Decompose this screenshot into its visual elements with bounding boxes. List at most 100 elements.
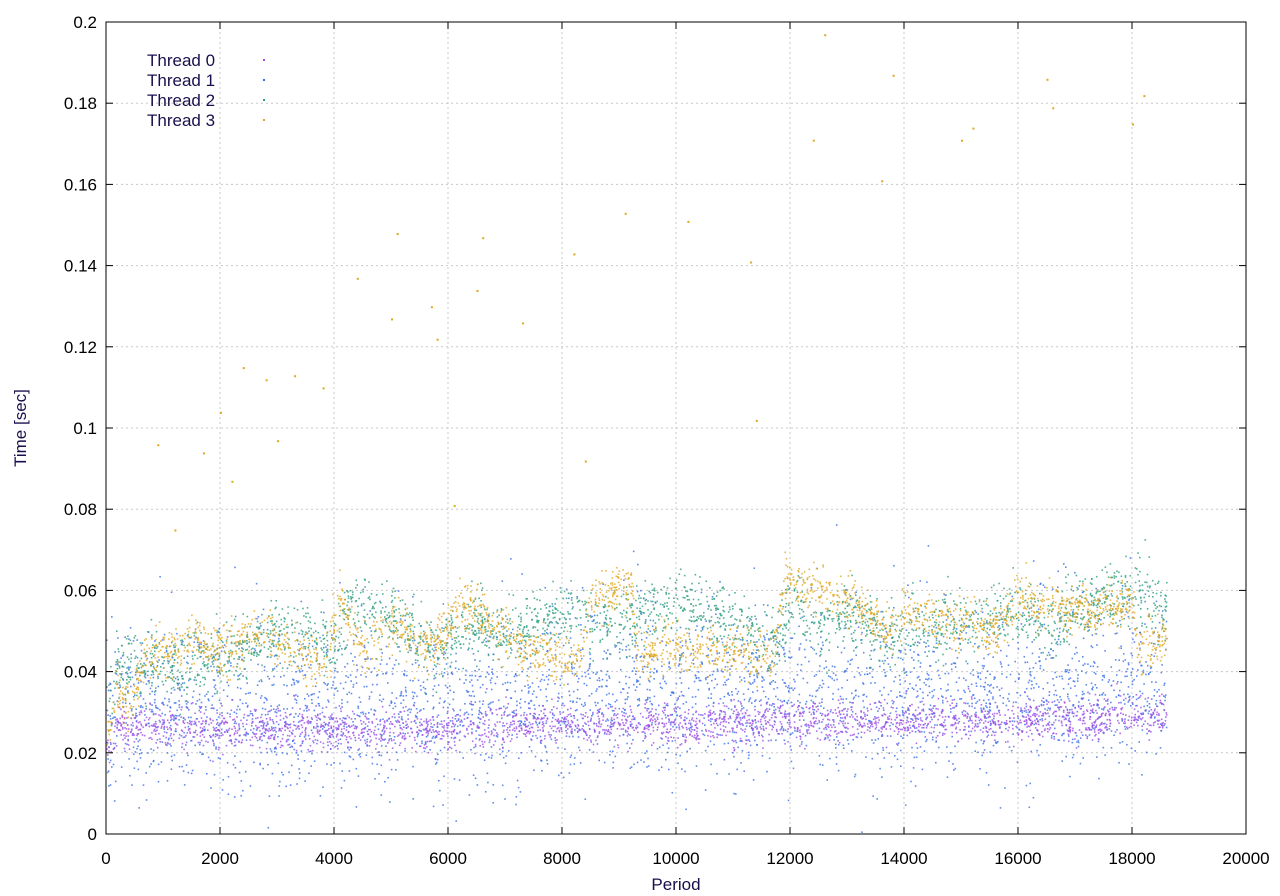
data-point xyxy=(117,660,119,663)
data-point xyxy=(776,651,779,654)
data-point xyxy=(362,615,365,618)
data-point xyxy=(528,634,530,636)
data-point xyxy=(585,723,587,725)
data-point xyxy=(867,624,870,627)
data-point xyxy=(1096,614,1098,617)
data-point xyxy=(851,574,853,577)
data-point xyxy=(159,575,161,578)
data-point xyxy=(840,651,843,654)
data-point xyxy=(716,683,718,686)
data-point xyxy=(711,596,714,598)
data-point xyxy=(987,710,989,713)
data-point xyxy=(989,628,991,631)
data-point xyxy=(843,708,845,711)
data-point xyxy=(946,776,949,778)
data-point xyxy=(413,692,416,694)
data-point xyxy=(949,752,952,754)
data-point xyxy=(487,653,490,656)
data-point xyxy=(654,622,657,624)
data-point xyxy=(412,697,414,700)
data-point xyxy=(481,619,484,621)
data-point xyxy=(293,716,295,718)
data-point xyxy=(559,678,562,681)
data-point xyxy=(1148,706,1151,709)
data-point xyxy=(722,702,725,704)
data-point xyxy=(1074,571,1076,574)
data-point xyxy=(701,616,704,619)
data-point xyxy=(540,760,543,762)
data-point xyxy=(766,633,768,635)
data-point xyxy=(794,680,796,683)
data-point xyxy=(341,770,344,772)
data-point xyxy=(152,676,155,679)
data-point xyxy=(496,616,499,618)
data-point xyxy=(653,695,656,698)
data-point xyxy=(518,624,520,626)
data-point xyxy=(1026,661,1029,663)
data-point xyxy=(422,686,425,689)
data-point xyxy=(621,649,624,651)
data-point xyxy=(1025,687,1028,690)
data-point xyxy=(1047,707,1050,709)
data-point xyxy=(588,749,591,751)
data-point xyxy=(1132,638,1134,641)
data-point xyxy=(723,622,726,625)
data-point xyxy=(1112,680,1115,682)
data-point xyxy=(853,696,856,699)
data-point xyxy=(503,641,505,644)
data-point xyxy=(766,770,768,773)
data-point xyxy=(851,711,854,713)
data-point xyxy=(977,613,979,615)
data-point xyxy=(349,611,352,613)
data-point xyxy=(1037,629,1039,632)
data-point xyxy=(729,674,731,676)
data-point xyxy=(566,724,569,726)
data-point xyxy=(250,725,253,727)
data-point xyxy=(435,736,438,738)
data-point xyxy=(473,633,476,635)
data-point xyxy=(959,587,961,589)
data-point xyxy=(729,668,731,670)
data-point xyxy=(1102,634,1105,637)
data-point xyxy=(793,678,795,681)
data-point xyxy=(239,642,241,645)
data-point xyxy=(381,652,383,654)
data-point xyxy=(210,653,213,656)
data-point xyxy=(374,630,376,633)
data-point xyxy=(516,704,518,707)
data-point xyxy=(272,642,274,645)
data-point xyxy=(282,717,285,720)
data-point xyxy=(1017,641,1019,644)
data-point xyxy=(1141,584,1144,586)
data-point xyxy=(389,735,391,737)
data-point xyxy=(540,742,542,744)
data-point xyxy=(478,675,481,678)
data-point xyxy=(200,668,202,670)
data-point xyxy=(168,660,170,663)
data-point xyxy=(145,772,147,774)
data-point xyxy=(237,641,240,644)
data-point xyxy=(929,704,932,707)
data-point xyxy=(536,724,539,726)
data-point xyxy=(202,640,205,642)
data-point xyxy=(506,706,509,709)
data-point xyxy=(676,699,678,702)
data-point xyxy=(266,751,269,754)
data-point xyxy=(558,633,560,635)
data-point xyxy=(1086,735,1089,738)
data-point xyxy=(149,687,152,690)
data-point xyxy=(919,746,922,748)
data-point xyxy=(813,621,816,624)
data-point xyxy=(933,730,935,733)
data-point xyxy=(510,652,512,654)
data-point xyxy=(700,714,702,716)
data-point xyxy=(500,625,503,628)
data-point xyxy=(321,728,324,730)
data-point xyxy=(448,685,451,687)
data-point xyxy=(532,591,534,593)
data-point xyxy=(865,756,867,758)
data-point xyxy=(565,597,568,600)
data-point xyxy=(973,697,976,700)
data-point xyxy=(130,657,133,659)
data-point xyxy=(1067,693,1069,695)
